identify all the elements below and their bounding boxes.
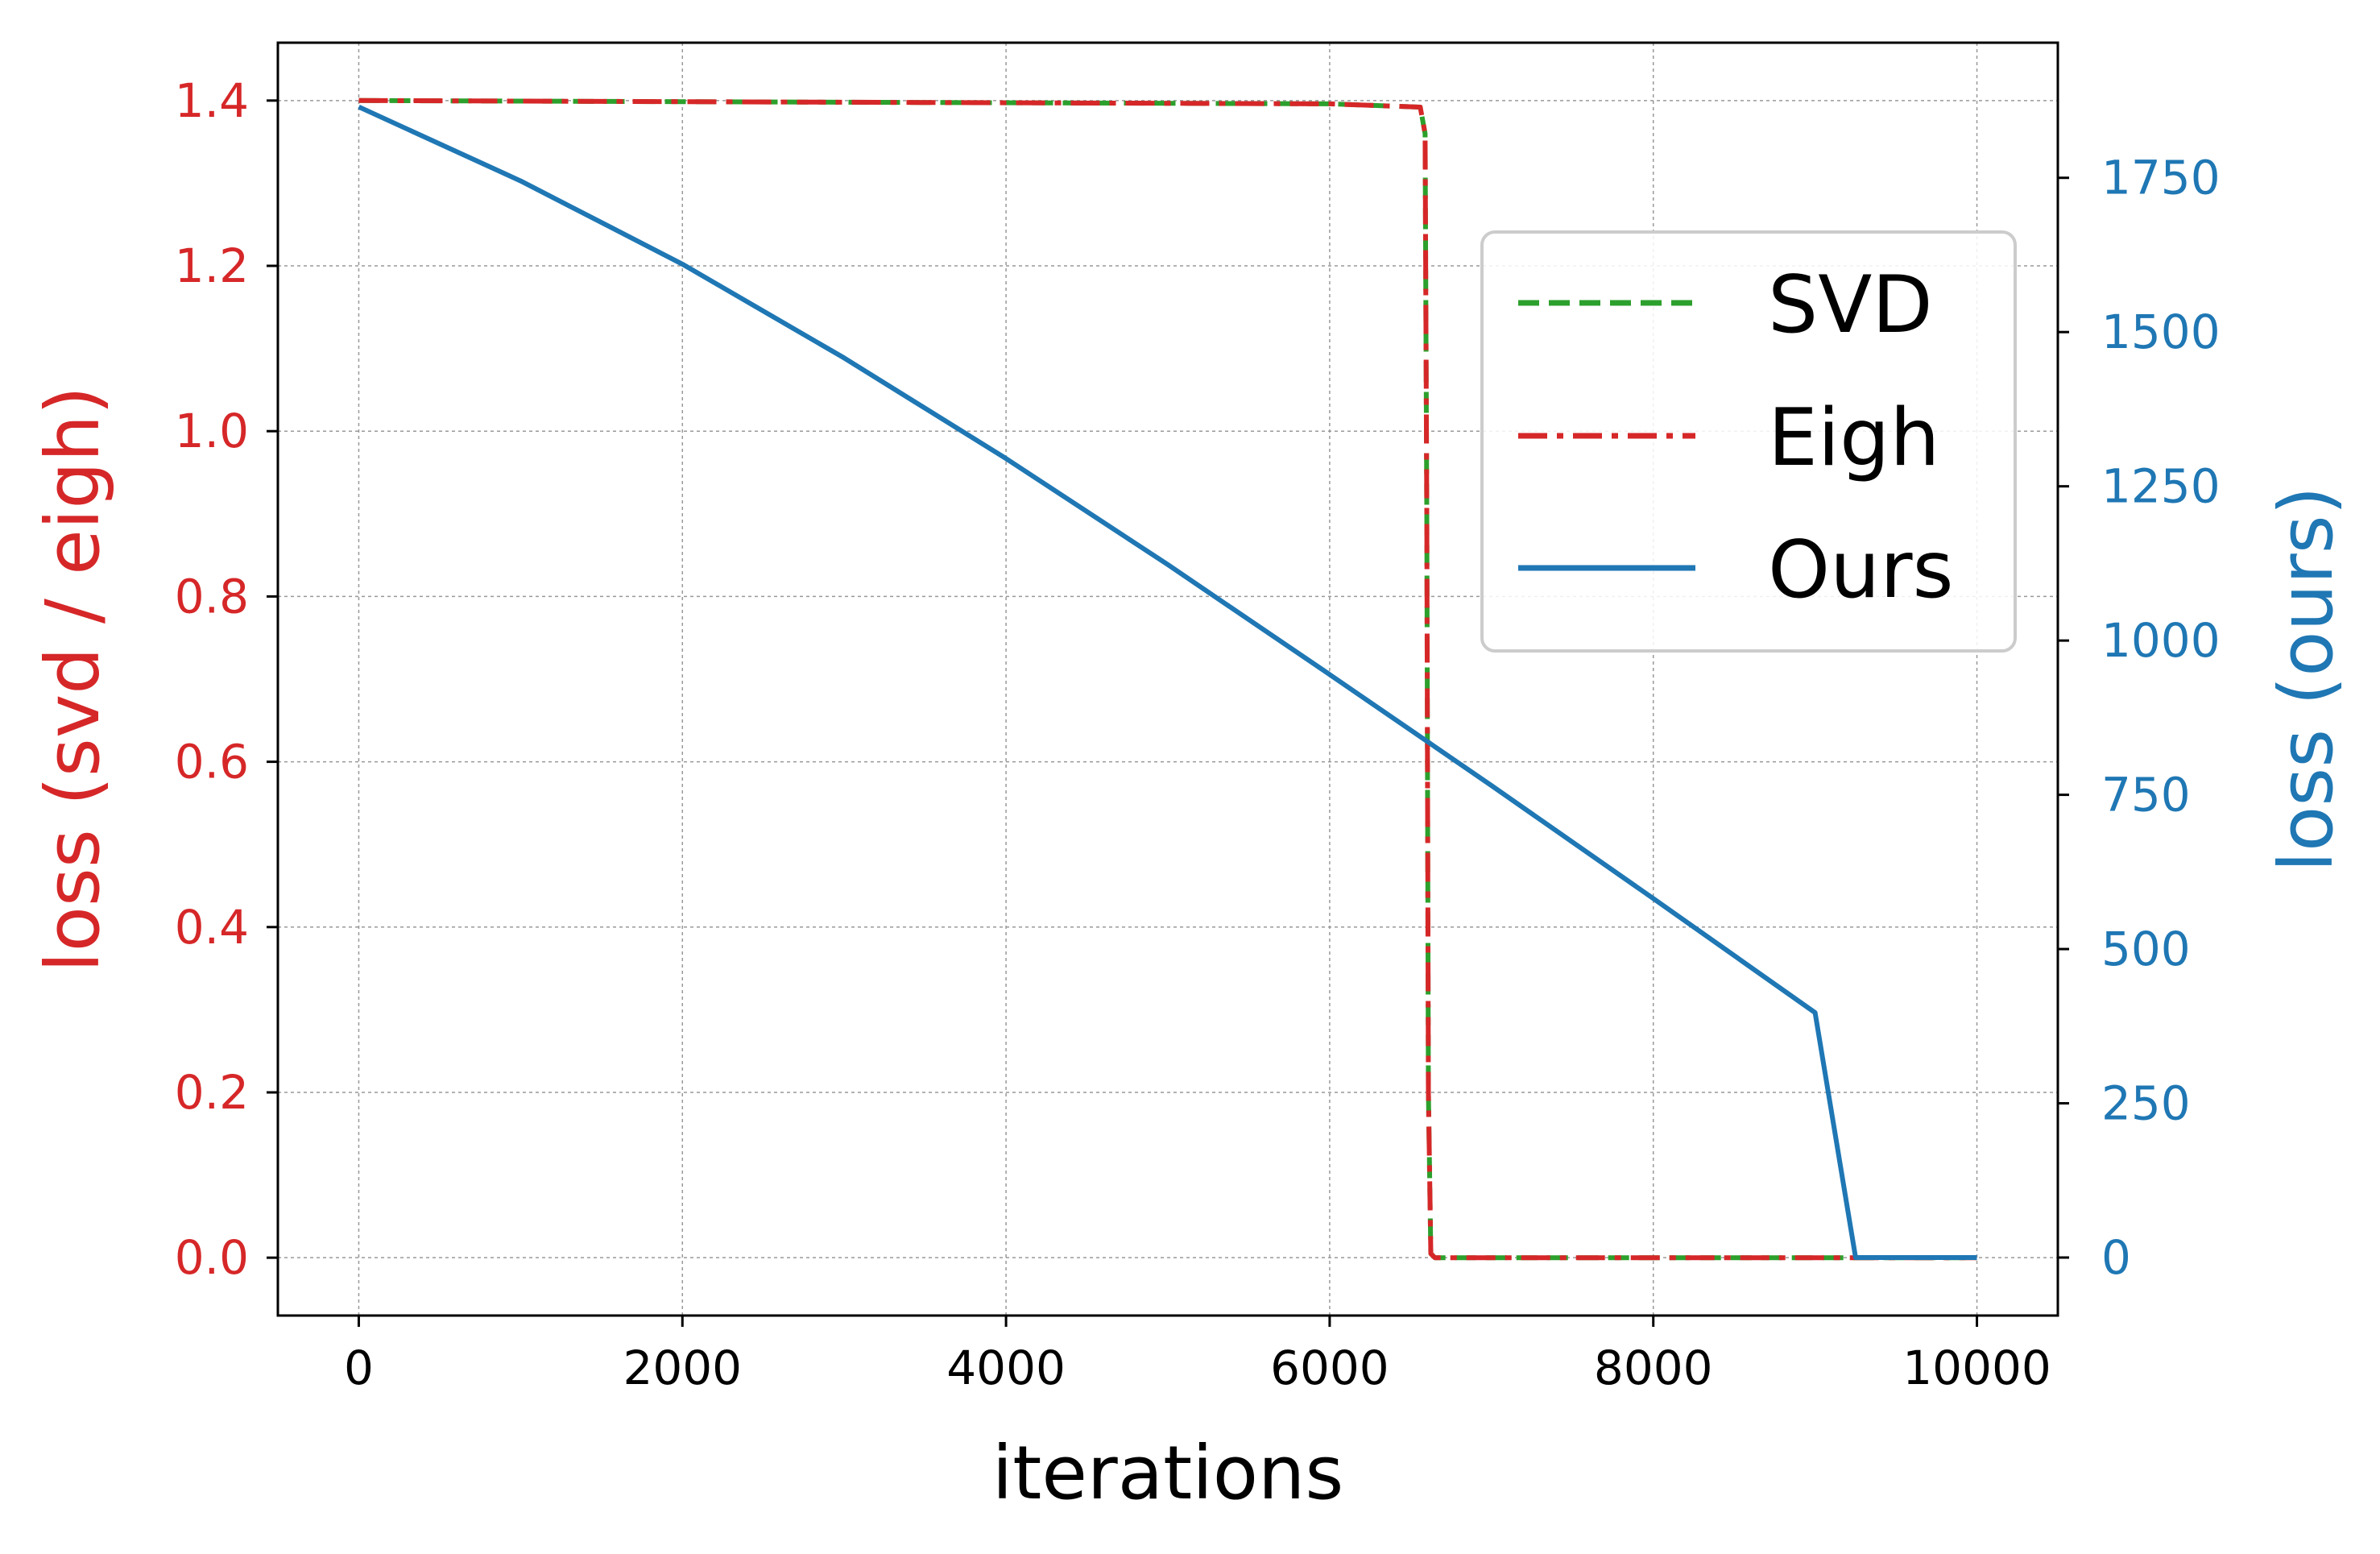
- legend-label-eigh: Eigh: [1768, 392, 1939, 484]
- y-left-tick-label: 1.4: [175, 73, 249, 128]
- y-axis-left-label: loss (svd / eigh): [30, 386, 116, 972]
- y-left-tick-label: 0.2: [175, 1065, 249, 1120]
- x-axis-label: iterations: [992, 1430, 1344, 1516]
- legend-label-svd: SVD: [1768, 259, 1933, 351]
- y-left-tick-label: 0.4: [175, 900, 249, 955]
- y-right-tick-label: 500: [2101, 922, 2191, 976]
- y-left-tick-label: 0.0: [175, 1230, 249, 1285]
- y-right-tick-label: 1500: [2101, 305, 2221, 359]
- y-left-tick-label: 1.2: [175, 238, 249, 293]
- y-left-tick-label: 0.8: [175, 569, 249, 624]
- x-tick-label: 2000: [623, 1341, 742, 1395]
- series-line-eigh: [358, 97, 1977, 1261]
- y-right-tick-label: 0: [2101, 1230, 2131, 1285]
- y-right-tick-label: 1750: [2101, 151, 2221, 205]
- y-right-tick-label: 250: [2101, 1076, 2191, 1131]
- legend-label-ours: Ours: [1768, 524, 1954, 616]
- grid: [278, 43, 2058, 1316]
- series-line-ours: [358, 104, 1977, 1260]
- legend-box: [1480, 230, 2017, 653]
- plot-frame: [276, 41, 2059, 1317]
- y-right-tick-label: 1250: [2101, 459, 2221, 514]
- x-tick-label: 4000: [946, 1341, 1066, 1395]
- x-tick-label: 6000: [1270, 1341, 1389, 1395]
- y-left-tick-label: 0.6: [175, 735, 249, 789]
- y-axis-right-label: loss (ours): [2263, 486, 2349, 872]
- y-right-tick-label: 750: [2101, 768, 2191, 823]
- x-tick-label: 8000: [1594, 1341, 1713, 1395]
- x-tick-label: 10000: [1902, 1341, 2051, 1395]
- series-layer: [358, 97, 1977, 1261]
- y-left-tick-label: 1.0: [175, 404, 249, 458]
- ticks-layer: 0 2000 4000 6000 8000 100000.00.20.40.60.81.0…: [175, 73, 2221, 1395]
- legend: SVD Eigh Ours: [1480, 230, 2017, 653]
- y-right-tick-label: 1000: [2101, 613, 2221, 668]
- x-tick-label: 0: [344, 1341, 374, 1395]
